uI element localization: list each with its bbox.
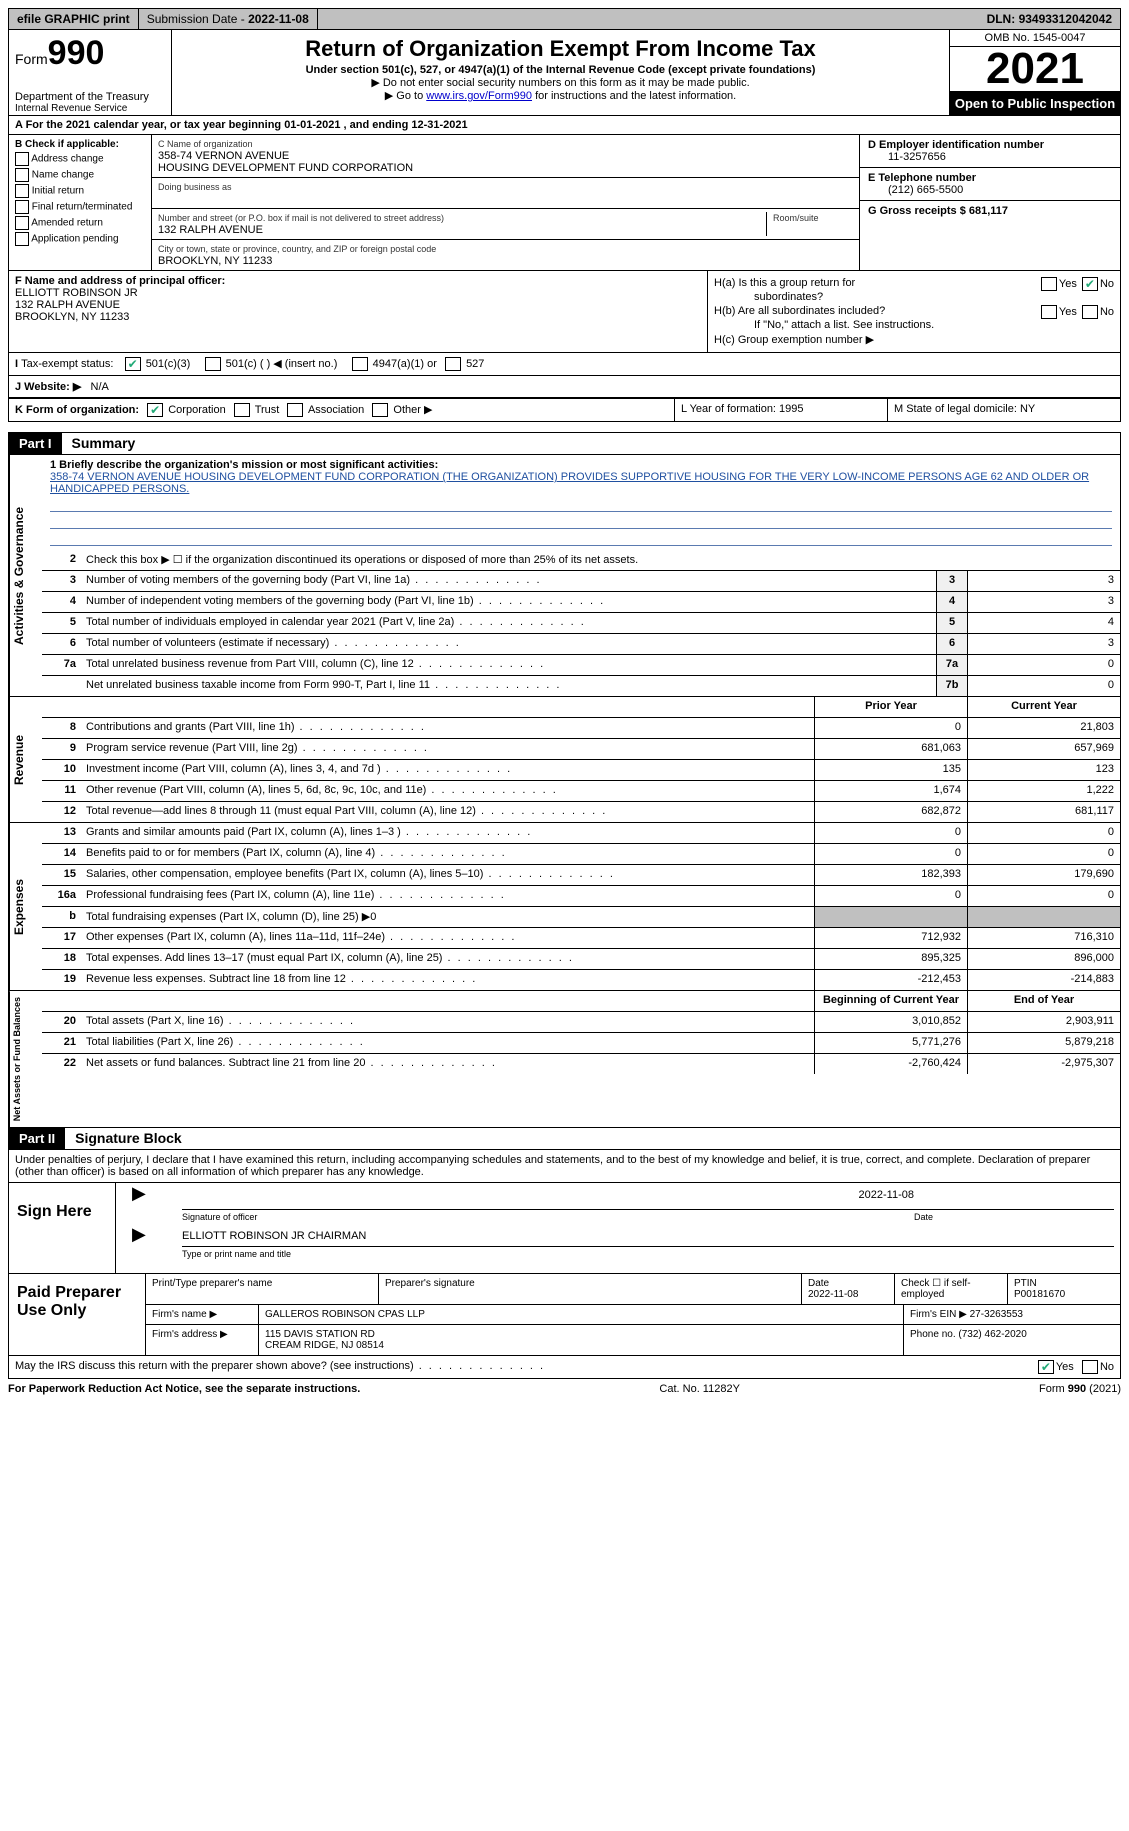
tax-exempt-row: I Tax-exempt status: 501(c)(3) 501(c) ( … [8, 352, 1121, 376]
paid-preparer: Paid Preparer Use Only Print/Type prepar… [8, 1274, 1121, 1356]
year-block: OMB No. 1545-0047 2021 Open to Public In… [949, 30, 1120, 115]
summary-expenses: Expenses 13Grants and similar amounts pa… [8, 823, 1121, 991]
org-info: C Name of organization 358-74 VERNON AVE… [152, 135, 859, 270]
form-title: Return of Organization Exempt From Incom… [176, 36, 945, 62]
page-footer: For Paperwork Reduction Act Notice, see … [8, 1379, 1121, 1399]
summary-revenue: Revenue Prior YearCurrent Year 8Contribu… [8, 697, 1121, 823]
website-row: J Website: ▶ N/A [8, 376, 1121, 398]
section-bcde: B Check if applicable: Address change Na… [8, 135, 1121, 271]
summary-netassets: Net Assets or Fund Balances Beginning of… [8, 991, 1121, 1128]
checkboxes-b: B Check if applicable: Address change Na… [9, 135, 152, 270]
principal-officer: F Name and address of principal officer:… [9, 271, 708, 352]
section-fh: F Name and address of principal officer:… [8, 271, 1121, 352]
klm-row: K Form of organization: Corporation Trus… [8, 398, 1121, 422]
penalties-text: Under penalties of perjury, I declare th… [8, 1150, 1121, 1183]
form-header: Form990 Department of the Treasury Inter… [8, 30, 1121, 116]
top-bar: efile GRAPHIC print Submission Date - 20… [8, 8, 1121, 30]
efile-label[interactable]: efile GRAPHIC print [9, 9, 139, 29]
tax-year-row: A For the 2021 calendar year, or tax yea… [8, 116, 1121, 135]
sign-here: Sign Here ▶2022-11-08 Signature of offic… [8, 1183, 1121, 1274]
discuss-row: May the IRS discuss this return with the… [8, 1356, 1121, 1379]
group-return: H(a) Is this a group return for Yes No s… [708, 271, 1120, 352]
part1-header: Part ISummary [8, 432, 1121, 455]
summary-activities: Activities & Governance 1 Briefly descri… [8, 455, 1121, 697]
form-id-block: Form990 Department of the Treasury Inter… [9, 30, 172, 115]
submission-date: Submission Date - 2022-11-08 [139, 9, 318, 29]
part2-header: Part IISignature Block [8, 1128, 1121, 1150]
instructions-link[interactable]: www.irs.gov/Form990 [426, 90, 532, 102]
dln: DLN: 93493312042042 [979, 9, 1120, 29]
form-title-block: Return of Organization Exempt From Incom… [172, 30, 949, 115]
ein-phone: D Employer identification number11-32576… [859, 135, 1120, 270]
